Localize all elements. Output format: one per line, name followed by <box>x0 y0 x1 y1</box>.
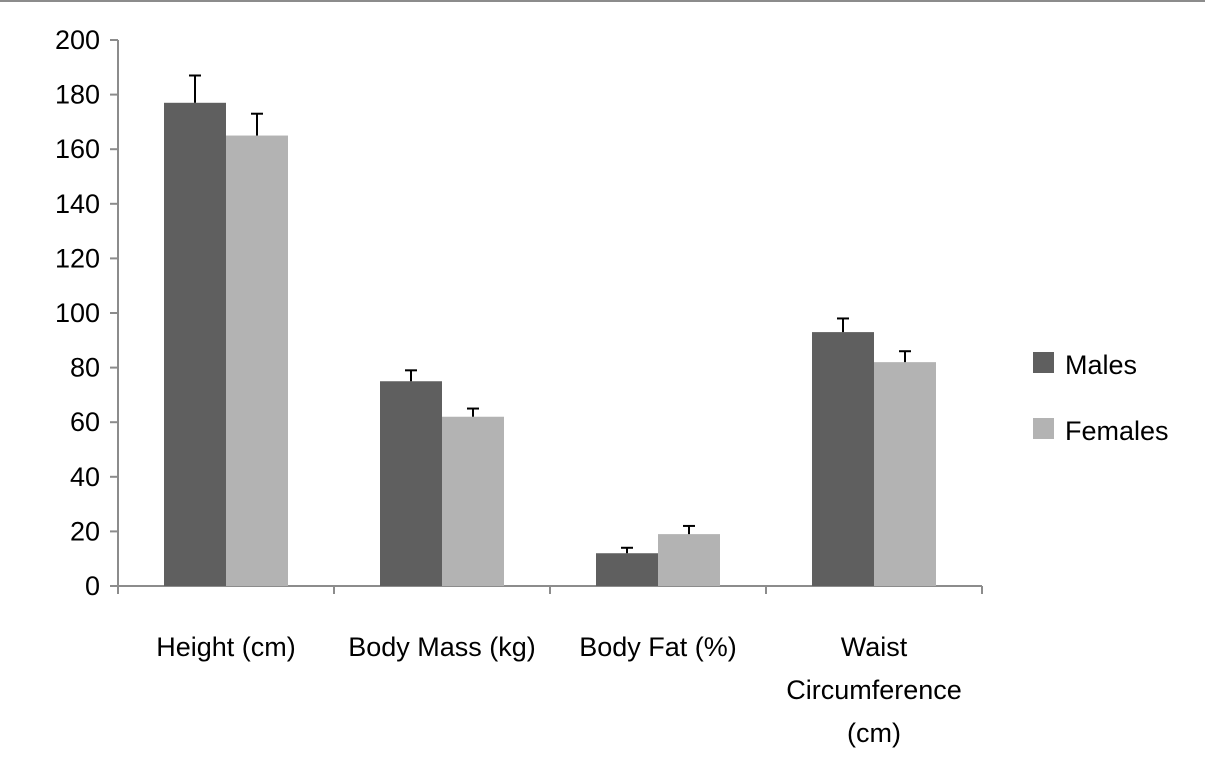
y-axis: 0 20 40 60 80 100 120 140 160 180 200 <box>55 25 119 601</box>
x-category-label-line: Body Mass (kg) <box>348 632 536 662</box>
y-tick-label: 80 <box>70 353 100 383</box>
y-tick-label: 200 <box>55 25 100 55</box>
bar-males <box>596 553 658 586</box>
legend-swatch-males <box>1033 352 1054 373</box>
x-category-label-line: (cm) <box>847 718 901 748</box>
legend-label-females: Females <box>1065 416 1169 446</box>
y-tick-label: 120 <box>55 243 100 273</box>
bar-females <box>658 534 720 586</box>
x-category-label: Body Mass (kg) <box>348 632 536 662</box>
legend: Males Females <box>1033 350 1169 446</box>
y-tick-label: 160 <box>55 134 100 164</box>
bar-females <box>442 416 504 586</box>
bar-females <box>874 362 936 586</box>
x-category-label: Body Fat (%) <box>579 632 737 662</box>
y-tick-label: 100 <box>55 298 100 328</box>
y-tick-label: 60 <box>70 407 100 437</box>
y-tick-label: 180 <box>55 80 100 110</box>
legend-label-males: Males <box>1065 350 1137 380</box>
legend-swatch-females <box>1033 418 1054 439</box>
bar-males <box>164 102 226 586</box>
x-category-label-line: Waist <box>841 632 908 662</box>
y-tick-label: 140 <box>55 189 100 219</box>
x-category-label-line: Height (cm) <box>156 632 296 662</box>
x-category-label: Waist Circumference (cm) <box>786 632 962 748</box>
y-tick-label: 0 <box>85 571 100 601</box>
x-category-label: Height (cm) <box>156 632 296 662</box>
error-bars-group <box>189 74 911 554</box>
x-category-label-line: Circumference <box>786 675 962 705</box>
top-border <box>0 0 1205 2</box>
bar-males <box>812 332 874 586</box>
y-tick-label: 40 <box>70 462 100 492</box>
x-category-label-line: Body Fat (%) <box>579 632 737 662</box>
bar-males <box>380 381 442 586</box>
bars-group <box>164 102 936 587</box>
bar-females <box>226 135 288 587</box>
x-axis: Height (cm) Body Mass (kg) Body Fat (%) Wai… <box>117 585 983 748</box>
y-tick-label: 20 <box>70 516 100 546</box>
